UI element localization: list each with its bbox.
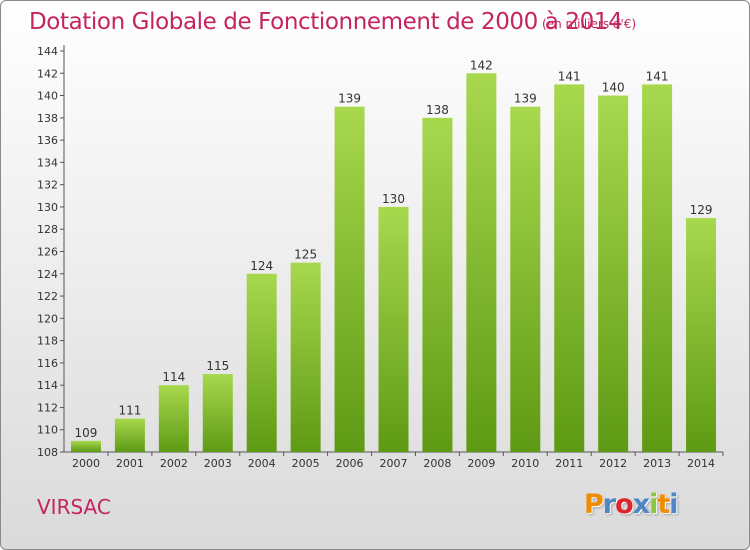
logo-letter: i bbox=[649, 489, 658, 520]
x-tick-label: 2001 bbox=[116, 457, 144, 470]
data-label: 140 bbox=[602, 81, 625, 95]
x-tick-label: 2006 bbox=[336, 457, 364, 470]
data-label: 139 bbox=[514, 92, 537, 106]
bar bbox=[466, 73, 497, 453]
y-tick-label: 124 bbox=[37, 268, 58, 281]
data-label: 125 bbox=[294, 248, 317, 262]
x-tick-label: 2014 bbox=[687, 457, 715, 470]
y-tick-label: 114 bbox=[37, 379, 58, 392]
x-tick-label: 2012 bbox=[599, 457, 627, 470]
labels-group: 109 111 114 115 124 125 139 130 138 142 139 141 140 1… bbox=[75, 58, 713, 440]
y-tick-label: 126 bbox=[37, 246, 58, 259]
y-tick-label: 140 bbox=[37, 90, 58, 103]
bar bbox=[422, 117, 453, 452]
x-tick-label: 2004 bbox=[248, 457, 276, 470]
data-label: 141 bbox=[558, 69, 581, 83]
y-tick-label: 122 bbox=[37, 290, 58, 303]
data-label: 141 bbox=[646, 69, 669, 83]
logo-letter: x bbox=[632, 489, 650, 520]
logo-letter: t bbox=[657, 489, 670, 520]
y-tick-label: 138 bbox=[37, 112, 58, 125]
data-label: 124 bbox=[250, 259, 273, 273]
proxiti-logo: Proxiti bbox=[584, 489, 679, 520]
data-label: 109 bbox=[75, 426, 98, 440]
bars-group bbox=[70, 73, 717, 453]
bar bbox=[686, 218, 717, 452]
bar bbox=[290, 262, 321, 452]
bar bbox=[70, 440, 101, 452]
x-tick-label: 2002 bbox=[160, 457, 188, 470]
data-label: 142 bbox=[470, 58, 493, 72]
bar bbox=[642, 84, 673, 453]
bar bbox=[510, 106, 541, 452]
unit-note: (en milliers d'€) bbox=[542, 17, 637, 31]
y-tick-label: 128 bbox=[37, 223, 58, 236]
bar bbox=[378, 206, 409, 452]
y-tick-label: 116 bbox=[37, 357, 58, 370]
y-tick-label: 144 bbox=[37, 45, 58, 58]
data-label: 139 bbox=[338, 92, 361, 106]
y-tick-label: 134 bbox=[37, 156, 58, 169]
bar bbox=[598, 95, 629, 453]
data-label: 114 bbox=[162, 370, 185, 384]
logo-letter: r bbox=[602, 489, 616, 520]
data-label: 130 bbox=[382, 192, 405, 206]
data-label: 129 bbox=[690, 203, 713, 217]
y-tick-label: 118 bbox=[37, 335, 58, 348]
y-tick-label: 108 bbox=[37, 446, 58, 459]
x-tick-label: 2005 bbox=[292, 457, 320, 470]
y-tick-label: 130 bbox=[37, 201, 58, 214]
x-tick-label: 2009 bbox=[467, 457, 495, 470]
y-tick-label: 120 bbox=[37, 312, 58, 325]
commune-name: VIRSAC bbox=[37, 495, 111, 519]
x-tick-label: 2003 bbox=[204, 457, 232, 470]
x-tick-label: 2011 bbox=[555, 457, 583, 470]
logo-letter: P bbox=[584, 489, 604, 520]
x-tick-label: 2000 bbox=[72, 457, 100, 470]
logo-letter: o bbox=[615, 489, 634, 520]
y-tick-label: 136 bbox=[37, 134, 58, 147]
y-tick-label: 132 bbox=[37, 179, 58, 192]
y-tick-label: 142 bbox=[37, 67, 58, 80]
x-tick-label: 2010 bbox=[511, 457, 539, 470]
x-tick-label: 2008 bbox=[423, 457, 451, 470]
bar bbox=[114, 418, 145, 452]
y-tick-label: 110 bbox=[37, 424, 58, 437]
bar bbox=[334, 106, 365, 452]
data-label: 115 bbox=[206, 359, 229, 373]
x-tick-label: 2013 bbox=[643, 457, 671, 470]
y-tick-label: 112 bbox=[37, 401, 58, 414]
bar bbox=[158, 385, 189, 452]
logo-letter: i bbox=[669, 489, 678, 520]
x-tick-label: 2007 bbox=[380, 457, 408, 470]
bar bbox=[554, 84, 585, 453]
chart-title: Dotation Globale de Fonctionnement de 20… bbox=[29, 9, 623, 35]
bar bbox=[246, 273, 277, 452]
axes: 108 110 112 114 116 118 120 122 124 126 128 130 132 1… bbox=[37, 45, 724, 470]
bar bbox=[202, 374, 233, 452]
data-label: 138 bbox=[426, 103, 449, 117]
data-label: 111 bbox=[118, 404, 141, 418]
